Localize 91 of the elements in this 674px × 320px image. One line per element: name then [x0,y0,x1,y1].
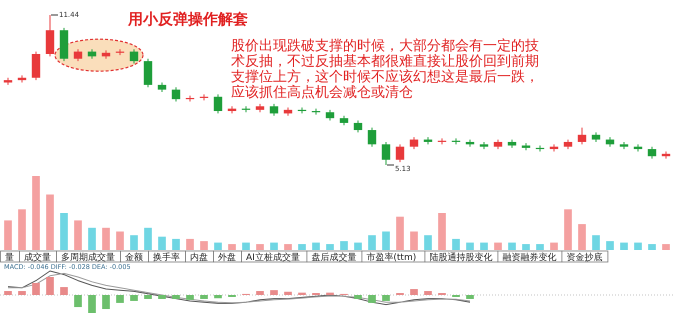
bar [74,295,82,308]
bar [144,295,152,299]
annotation: 支撑位上方，这个时候不应该幻想这是最后一跌， [231,69,539,85]
bar [634,242,642,250]
bar [172,295,180,299]
tab: AI立桩成交量 [241,250,308,263]
bar [466,242,474,250]
chart-title: 用小反弹操作解套 [127,10,248,28]
bar [578,224,586,250]
tab: 外盘 [213,250,242,263]
bar [270,290,278,295]
tab: 资金抄底 [562,250,608,263]
tab: 多周期成交量 [56,250,121,263]
tab: 换手率 [148,250,186,263]
bar [298,244,306,250]
bar [172,238,180,250]
tab: 成交量 [19,250,57,263]
bar [144,228,152,250]
bar [88,228,96,250]
bar [564,209,572,250]
annotation: 术反抽，不过反抽基本都很难直接让股价回到前期 [231,54,539,70]
bar [410,289,418,295]
bar [480,242,488,250]
bar [228,244,236,250]
bar [382,232,390,250]
bar [4,220,12,250]
bar [256,291,264,295]
bar [550,242,558,250]
bar [186,295,194,300]
bar [256,244,264,250]
bar [424,291,432,295]
bar [130,295,138,301]
tab: 融资融券变化 [498,250,562,263]
bar [662,244,670,250]
bar [214,242,222,250]
bar [116,232,124,250]
bar [424,235,432,250]
bar [158,295,166,299]
bar [368,295,376,303]
bar [536,244,544,250]
bar [284,292,292,295]
bar [46,277,54,295]
bar [116,295,124,303]
bar [592,235,600,250]
bar [494,242,502,250]
bar [648,244,656,250]
bar [242,242,250,250]
bar [466,295,474,299]
bar [340,241,348,250]
bar [312,242,320,250]
bar [102,295,110,310]
bar [18,209,26,250]
bar [354,295,362,299]
tab: 量 [0,250,20,263]
bar [46,194,54,250]
bar [200,295,208,299]
bar [438,213,446,250]
bar [130,235,138,250]
bar [284,244,292,250]
bar [158,236,166,250]
bar [4,291,12,295]
bar [620,242,628,250]
bar [74,220,82,250]
bar [60,287,68,295]
bar [508,242,516,250]
bar [396,216,404,250]
annotation: 股价出现跌破支撑的时候，大部分都会有一定的技 [231,38,539,54]
tab: 市盈率(ttm) [362,250,426,263]
bar [186,238,194,250]
bar [382,295,390,301]
bar [326,244,334,250]
bar [410,232,418,250]
bar [102,228,110,250]
bar [200,241,208,250]
tab: 内盘 [185,250,214,263]
bar [88,295,96,313]
bar [452,238,460,250]
bar [18,291,26,295]
bar [270,242,278,250]
bar [368,235,376,250]
bar [32,282,40,295]
annotation: 应该抓住高点机会减仓或清仓 [231,84,413,100]
tab: 陆股通持股变化 [424,250,498,263]
bar [214,295,222,298]
bar [606,241,614,250]
bar [32,176,40,250]
tab: 金额 [120,250,149,263]
bar [60,213,68,250]
bar [522,244,530,250]
bar [354,242,362,250]
tab: 盘后成交量 [306,250,362,263]
